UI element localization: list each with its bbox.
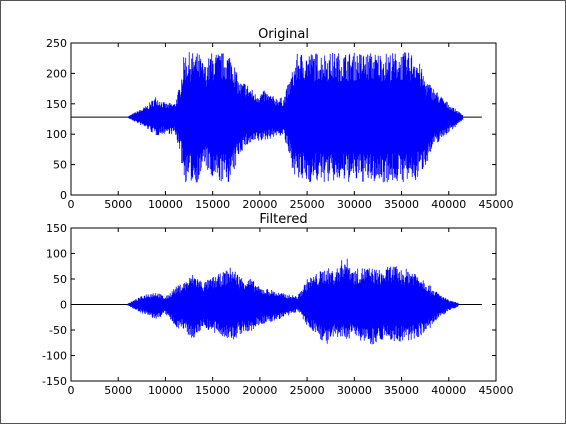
original-waveform [127,52,464,183]
filtered-waveform [127,258,459,345]
x-tick-label: 10000 [148,198,183,211]
x-tick-label: 20000 [242,384,277,397]
y-tick-label: -150 [42,375,67,388]
x-tick-label: 45000 [479,198,514,211]
y-tick-label: 150 [46,222,67,235]
y-tick-label: -50 [49,324,67,337]
x-tick-label: 35000 [384,384,419,397]
x-tick-label: 30000 [337,384,372,397]
x-tick-label: 5000 [104,198,132,211]
y-tick-label: 50 [53,159,67,172]
filtered-title: Filtered [259,212,307,227]
original-axes-frame [70,42,497,196]
y-tick-label: 100 [46,128,67,141]
x-tick-label: 0 [68,198,75,211]
y-tick-label: 0 [60,189,67,202]
original-title: Original [258,27,309,42]
filtered-signal [71,258,482,345]
x-tick-label: 15000 [195,198,230,211]
original-ticks: 0 5000 10000 15000 20000 25000 30000 35000 40000… [46,37,514,211]
filtered-subplot: 0 5000 10000 15000 20000 25000 30000 35000 40000… [42,212,513,397]
x-tick-label: 45000 [479,384,514,397]
x-tick-label: 0 [68,384,75,397]
x-tick-label: 10000 [148,384,183,397]
x-tick-label: 40000 [431,198,466,211]
original-subplot: 0 5000 10000 15000 20000 25000 30000 35000 40000… [46,27,514,211]
y-tick-label: 100 [46,248,67,261]
x-tick-label: 25000 [290,384,325,397]
y-tick-label: -100 [42,350,67,363]
x-tick-label: 40000 [431,384,466,397]
x-tick-label: 25000 [290,198,325,211]
original-signal [71,52,482,183]
y-tick-label: 50 [53,273,67,286]
y-tick-label: 250 [46,37,67,50]
x-tick-label: 30000 [337,198,372,211]
y-tick-label: 0 [60,299,67,312]
x-tick-label: 35000 [384,198,419,211]
y-tick-label: 200 [46,67,67,80]
filtered-axes-frame [70,227,497,382]
x-tick-label: 5000 [104,384,132,397]
x-tick-label: 20000 [242,198,277,211]
y-tick-label: 150 [46,98,67,111]
x-tick-label: 15000 [195,384,230,397]
